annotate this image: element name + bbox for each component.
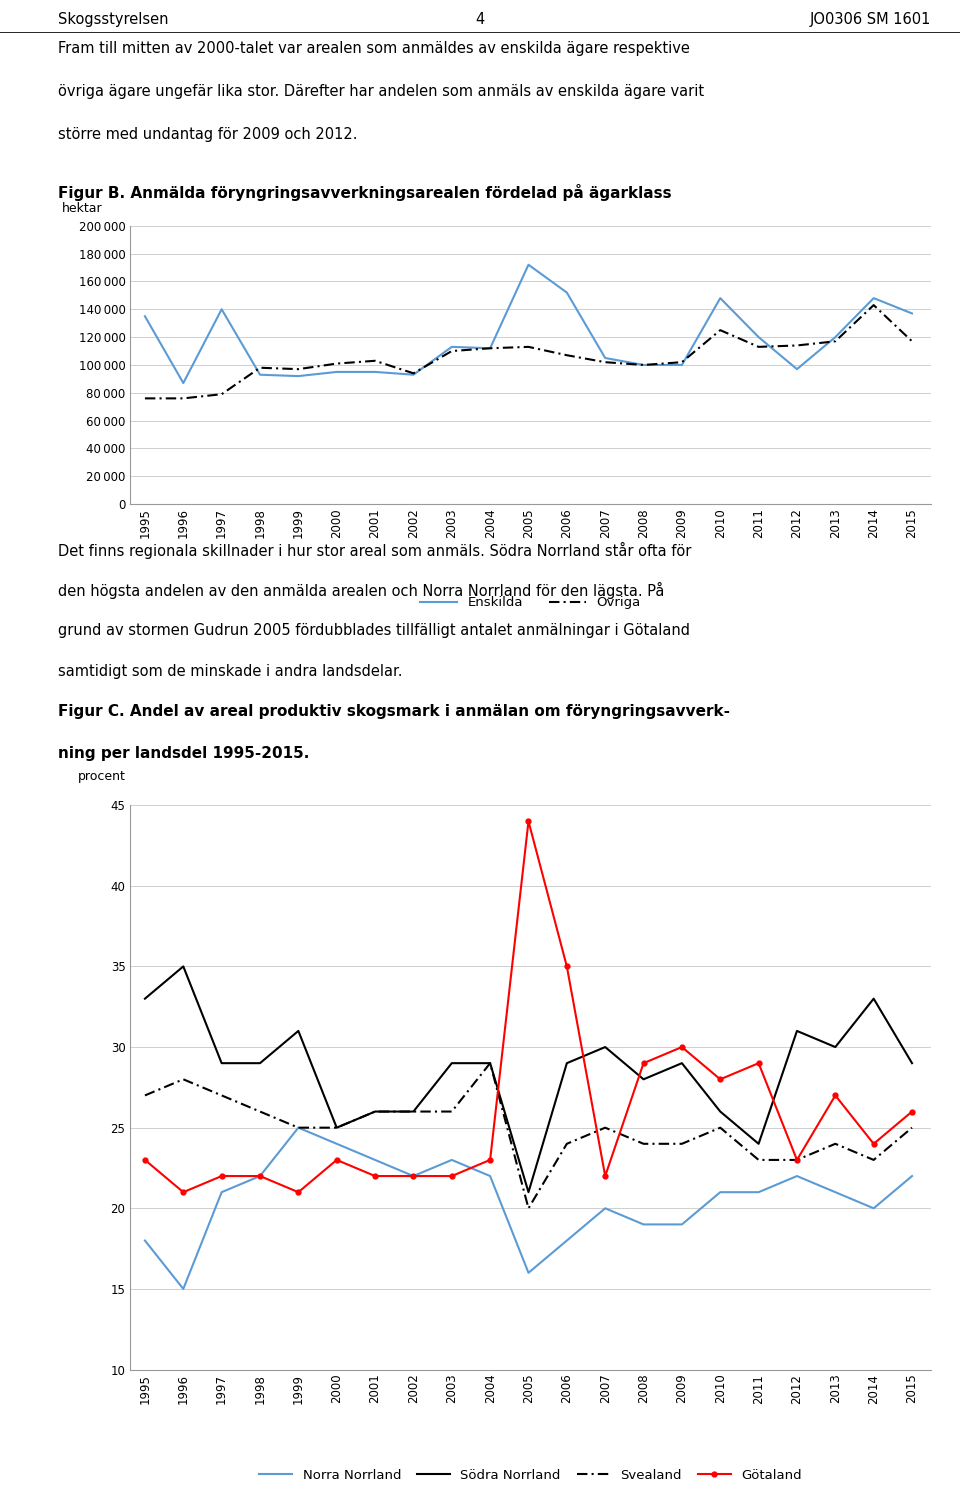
Text: grund av stormen Gudrun 2005 fördubblades tillfälligt antalet anmälningar i Göta: grund av stormen Gudrun 2005 fördubblade… [58, 623, 689, 638]
Text: Fram till mitten av 2000-talet var arealen som anmäldes av enskilda ägare respek: Fram till mitten av 2000-talet var areal… [58, 41, 689, 56]
Text: den högsta andelen av den anmälda arealen och Norra Norrland för den lägsta. På: den högsta andelen av den anmälda areale… [58, 582, 664, 599]
Text: JO0306 SM 1601: JO0306 SM 1601 [810, 12, 931, 27]
Text: Skogsstyrelsen: Skogsstyrelsen [58, 12, 168, 27]
Text: större med undantag för 2009 och 2012.: större med undantag för 2009 och 2012. [58, 128, 357, 143]
Text: procent: procent [78, 769, 126, 783]
Text: Figur C. Andel av areal produktiv skogsmark i anmälan om föryngringsavverk-: Figur C. Andel av areal produktiv skogsm… [58, 704, 730, 719]
Text: Det finns regionala skillnader i hur stor areal som anmäls. Södra Norrland står : Det finns regionala skillnader i hur sto… [58, 542, 691, 558]
Text: Figur B. Anmälda föryngringsavverkningsarealen fördelad på ägarklass: Figur B. Anmälda föryngringsavverkningsa… [58, 184, 671, 202]
Text: övriga ägare ungefär lika stor. Därefter har andelen som anmäls av enskilda ägar: övriga ägare ungefär lika stor. Därefter… [58, 84, 704, 99]
Text: 4: 4 [475, 12, 485, 27]
Legend: Norra Norrland, Södra Norrland, Svealand, Götaland: Norra Norrland, Södra Norrland, Svealand… [253, 1463, 807, 1487]
Text: samtidigt som de minskade i andra landsdelar.: samtidigt som de minskade i andra landsd… [58, 664, 402, 679]
Text: hektar: hektar [61, 202, 102, 215]
Text: ning per landsdel 1995-2015.: ning per landsdel 1995-2015. [58, 746, 309, 762]
Legend: Enskilda, Övriga: Enskilda, Övriga [415, 590, 646, 614]
